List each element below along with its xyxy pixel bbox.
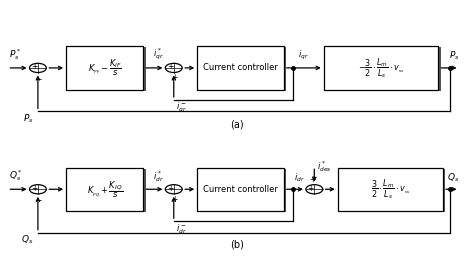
Bar — [68, 169, 146, 212]
Bar — [340, 169, 446, 212]
Text: +: + — [31, 62, 37, 72]
Text: $K_{_{PF}}-\dfrac{K_{IF}}{s}$: $K_{_{PF}}-\dfrac{K_{IF}}{s}$ — [88, 58, 122, 78]
Text: +: + — [310, 175, 316, 184]
Text: Current controller: Current controller — [203, 63, 278, 72]
Text: $P_s$: $P_s$ — [449, 50, 459, 62]
Bar — [200, 48, 286, 91]
Circle shape — [165, 63, 182, 73]
Text: $Q_s$: $Q_s$ — [21, 234, 33, 246]
Text: (a): (a) — [230, 119, 244, 129]
Text: $-$: $-$ — [35, 195, 42, 204]
Bar — [197, 46, 284, 90]
Text: +: + — [171, 195, 177, 204]
Bar — [68, 48, 146, 91]
Text: $-\dfrac{3}{2}\cdot\dfrac{L_m}{L_s}\cdot v_{_{ss}}$: $-\dfrac{3}{2}\cdot\dfrac{L_m}{L_s}\cdot… — [358, 56, 404, 80]
Text: $Q_s^*$: $Q_s^*$ — [9, 168, 23, 183]
Text: (b): (b) — [230, 239, 244, 249]
Text: +: + — [167, 62, 173, 72]
Text: $P_s$: $P_s$ — [23, 112, 33, 125]
Text: $\dfrac{3}{2}\cdot\dfrac{L_m}{L_s}\cdot v_{_{ss}}$: $\dfrac{3}{2}\cdot\dfrac{L_m}{L_s}\cdot … — [371, 177, 410, 201]
Circle shape — [306, 185, 323, 194]
Text: $Q_s$: $Q_s$ — [447, 171, 459, 184]
Text: $i_{dr}^-$: $i_{dr}^-$ — [176, 222, 187, 236]
Bar — [197, 168, 284, 211]
Bar — [66, 168, 143, 211]
Text: $i_{qr}$: $i_{qr}$ — [298, 49, 309, 62]
Circle shape — [165, 185, 182, 194]
Text: $i_{dr}^*$: $i_{dr}^*$ — [153, 169, 164, 184]
Text: $-$: $-$ — [35, 73, 42, 82]
Text: +: + — [167, 184, 173, 193]
Bar — [326, 48, 441, 91]
Bar — [324, 46, 438, 90]
Text: $i_{qr}^-$: $i_{qr}^-$ — [176, 101, 187, 115]
Circle shape — [29, 63, 46, 73]
Circle shape — [29, 185, 46, 194]
Text: Current controller: Current controller — [203, 185, 278, 194]
Text: +: + — [171, 73, 177, 82]
Text: +: + — [307, 184, 314, 193]
Text: $i_{dr}$: $i_{dr}$ — [294, 171, 304, 184]
Bar — [337, 168, 443, 211]
Text: $P_s^*$: $P_s^*$ — [9, 47, 21, 62]
Bar — [200, 169, 286, 212]
Text: $K_{_{PQ}}+\dfrac{K_{IQ}}{s}$: $K_{_{PQ}}+\dfrac{K_{IQ}}{s}$ — [87, 179, 123, 200]
Bar — [66, 46, 143, 90]
Text: +: + — [31, 184, 37, 193]
Text: $i_{des}^*$: $i_{des}^*$ — [317, 159, 331, 174]
Text: $i_{qr}^*$: $i_{qr}^*$ — [153, 47, 164, 62]
